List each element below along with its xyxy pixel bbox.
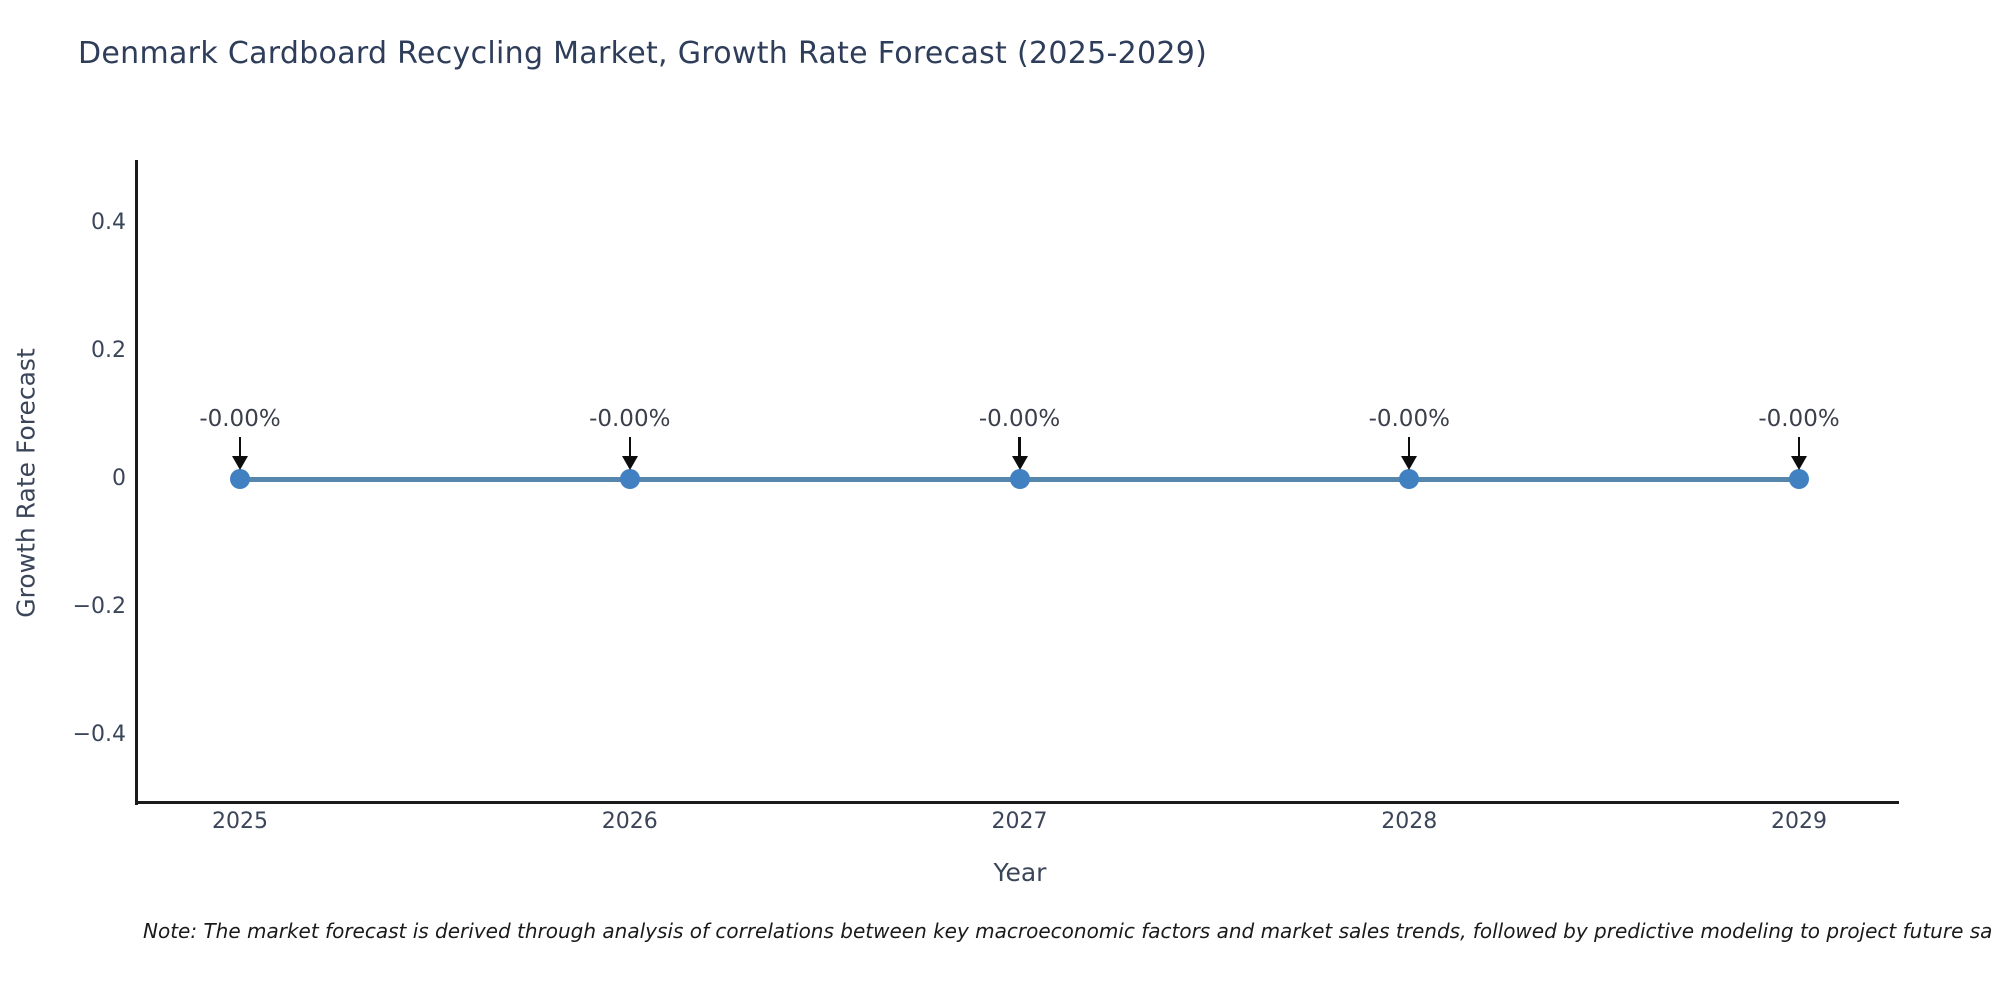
point-value-label: -0.00%	[1758, 406, 1840, 432]
data-point-marker	[1789, 469, 1809, 489]
footnote: Note: The market forecast is derived thr…	[143, 919, 1993, 943]
point-value-label: -0.00%	[978, 406, 1061, 432]
annotation-arrow-stem	[238, 437, 242, 459]
annotation-arrowhead-icon	[1401, 456, 1418, 470]
y-tick-label: 0	[112, 466, 126, 491]
y-tick-label: −0.4	[72, 722, 126, 747]
x-tick-label: 2026	[601, 809, 658, 834]
annotation-arrowhead-icon	[621, 456, 638, 470]
annotation-arrow-stem	[1408, 437, 1411, 459]
annotation-arrow-stem	[628, 437, 631, 459]
x-axis-label: Year	[993, 858, 1047, 887]
y-tick-label: −0.2	[72, 594, 126, 619]
x-tick-label: 2027	[991, 809, 1048, 834]
data-point-marker	[1399, 469, 1420, 489]
chart-title: Denmark Cardboard Recycling Market, Grow…	[78, 36, 1208, 71]
y-tick-label: 0.2	[91, 338, 126, 363]
point-value-label: -0.00%	[589, 406, 671, 432]
annotation-arrowhead-icon	[1791, 456, 1807, 470]
x-tick-label: 2029	[1771, 809, 1827, 834]
y-tick-label: 0.4	[91, 210, 126, 235]
y-axis-line	[135, 160, 138, 805]
data-point-marker	[1009, 469, 1030, 489]
point-value-label: -0.00%	[1368, 406, 1450, 432]
x-axis-line	[135, 801, 1899, 804]
data-point-marker	[230, 469, 250, 489]
annotation-arrow-stem	[1018, 437, 1021, 459]
x-tick-label: 2028	[1381, 809, 1438, 834]
annotation-arrowhead-icon	[232, 456, 248, 470]
x-tick-label: 2025	[212, 809, 268, 834]
data-point-marker	[619, 469, 640, 489]
point-value-label: -0.00%	[199, 406, 281, 432]
annotation-arrowhead-icon	[1011, 456, 1028, 470]
annotation-arrow-stem	[1797, 437, 1801, 459]
